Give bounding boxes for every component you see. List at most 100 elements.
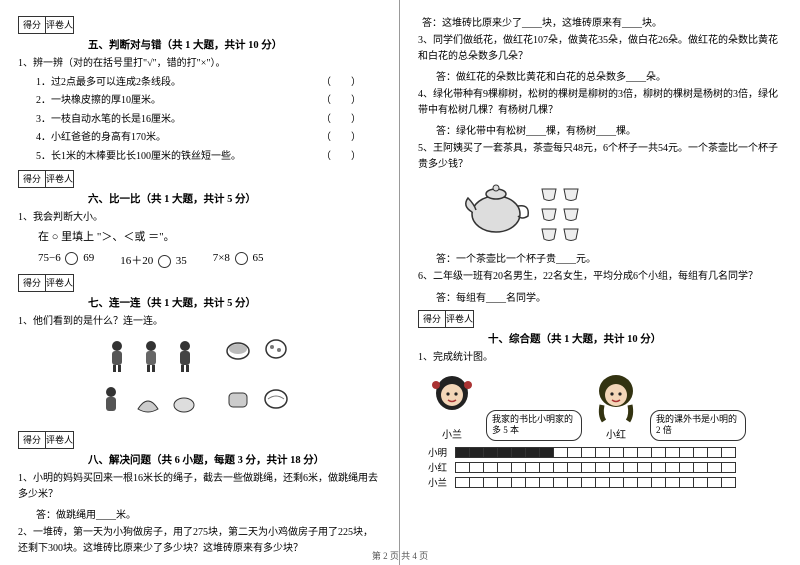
chart-cell bbox=[707, 477, 722, 488]
bar-chart: 小明小红小兰 bbox=[428, 445, 782, 489]
matching-image bbox=[95, 335, 305, 425]
s8-a3: 答：做红花的朵数比黄花和白花的总朵数多____朵。 bbox=[436, 68, 782, 83]
s10-lead: 1、完成统计图。 bbox=[418, 350, 782, 366]
section-10-title: 十、综合题（共 1 大题，共计 10 分） bbox=[418, 331, 782, 346]
s8-a1: 答：做跳绳用____米。 bbox=[36, 506, 381, 521]
s7-lead: 1、他们看到的是什么？连一连。 bbox=[18, 314, 381, 330]
chart-cell bbox=[525, 447, 540, 458]
score-label: 得分 bbox=[18, 16, 46, 34]
grader-label: 评卷人 bbox=[446, 310, 474, 328]
chart-cell bbox=[707, 462, 722, 473]
score-box-5: 得分 评卷人 bbox=[18, 16, 381, 34]
food-icon bbox=[263, 337, 289, 361]
chart-cell bbox=[693, 447, 708, 458]
score-box-7: 得分 评卷人 bbox=[18, 274, 381, 292]
chart-cell bbox=[525, 462, 540, 473]
girl-2-name: 小红 bbox=[592, 426, 640, 441]
cmp-1b: 69 bbox=[83, 252, 94, 264]
paren: （ ） bbox=[321, 75, 361, 91]
score-label: 得分 bbox=[18, 431, 46, 449]
chart-cell bbox=[707, 447, 722, 458]
left-column: 得分 评卷人 五、判断对与错（共 1 大题，共计 10 分） 1、辨一辨（对的在… bbox=[0, 0, 400, 565]
chart-cell bbox=[539, 462, 554, 473]
chart-cell bbox=[455, 447, 470, 458]
chart-cell bbox=[665, 462, 680, 473]
s8-q6: 6、二年级一班有20名男生，22名女生，平均分成6个小组，每组有几名同学？ bbox=[418, 269, 782, 285]
chart-row: 小红 bbox=[428, 460, 782, 474]
kid-icon bbox=[105, 339, 129, 373]
grader-label: 评卷人 bbox=[46, 274, 74, 292]
score-box-6: 得分 评卷人 bbox=[18, 170, 381, 188]
chart-cell bbox=[623, 462, 638, 473]
s6-lead: 1、我会判断大小。 bbox=[18, 210, 381, 226]
chart-cell bbox=[609, 462, 624, 473]
chart-cell bbox=[469, 462, 484, 473]
section-5-title: 五、判断对与错（共 1 大题，共计 10 分） bbox=[18, 37, 381, 52]
chart-cell bbox=[497, 447, 512, 458]
chart-cell bbox=[679, 462, 694, 473]
chart-cell bbox=[511, 462, 526, 473]
chart-cell bbox=[553, 462, 568, 473]
s6-compare-row: 75−6 69 16＋20 35 7×8 65 bbox=[18, 252, 381, 268]
chart-cell bbox=[721, 447, 736, 458]
chart-cell bbox=[567, 462, 582, 473]
s8-a6: 答：每组有____名同学。 bbox=[436, 289, 782, 304]
section-6-title: 六、比一比（共 1 大题，共计 5 分） bbox=[18, 191, 381, 206]
chart-cell bbox=[651, 477, 666, 488]
s5-lead: 1、辨一辨（对的在括号里打"√"，错的打"×"）。 bbox=[18, 56, 381, 72]
cup-icon bbox=[540, 186, 558, 202]
chart-cell bbox=[665, 447, 680, 458]
s8-q3: 3、同学们做纸花，做红花107朵，做黄花35朵，做白花26朵。做红花的朵数比黄花… bbox=[418, 33, 782, 64]
food-icon bbox=[171, 391, 197, 415]
chart-cell bbox=[483, 477, 498, 488]
s5-item-5-text: 5．长1米的木棒要比长100厘米的铁丝短一些。 bbox=[36, 149, 241, 165]
cmp-2b: 35 bbox=[176, 255, 187, 267]
food-icon bbox=[263, 387, 289, 411]
s8-q5: 5、王阿姨买了一套茶具，茶壶每只48元，6个杯子一共54元。一个茶壶比一个杯子贵… bbox=[418, 141, 782, 172]
chart-cell bbox=[637, 447, 652, 458]
grader-label: 评卷人 bbox=[46, 431, 74, 449]
chart-cell bbox=[623, 477, 638, 488]
chart-cells bbox=[456, 477, 736, 488]
chart-cell bbox=[511, 447, 526, 458]
cup-icon bbox=[562, 186, 580, 202]
page-footer: 第 2 页 共 4 页 bbox=[0, 549, 800, 562]
chart-cell bbox=[595, 447, 610, 458]
chart-cell bbox=[581, 477, 596, 488]
girl-icon bbox=[428, 371, 476, 423]
score-label: 得分 bbox=[18, 274, 46, 292]
chart-cell bbox=[721, 462, 736, 473]
chart-cell bbox=[581, 447, 596, 458]
chart-cell bbox=[637, 477, 652, 488]
chart-cell bbox=[581, 462, 596, 473]
chart-cell bbox=[511, 477, 526, 488]
chart-row-label: 小明 bbox=[428, 445, 456, 459]
bubble-2: 我的课外书是小明的 2 倍 bbox=[650, 410, 746, 441]
circle-icon bbox=[65, 252, 78, 265]
chart-cell bbox=[455, 477, 470, 488]
kid-icon bbox=[173, 339, 197, 373]
score-box-10: 得分 评卷人 bbox=[418, 310, 782, 328]
chart-cell bbox=[693, 462, 708, 473]
score-box-8: 得分 评卷人 bbox=[18, 431, 381, 449]
kid-icon bbox=[139, 339, 163, 373]
cmp-1a: 75−6 bbox=[38, 252, 61, 264]
girl-icon bbox=[592, 371, 640, 423]
chart-cell bbox=[651, 462, 666, 473]
s8-a4: 答：绿化带中有松树____棵，有杨树____棵。 bbox=[436, 122, 782, 137]
chart-cell bbox=[553, 477, 568, 488]
chart-cells bbox=[456, 462, 736, 473]
teapot-icon bbox=[458, 176, 608, 246]
bubble-1: 我家的书比小明家的多 5 本 bbox=[486, 410, 582, 441]
paren: （ ） bbox=[321, 112, 361, 128]
chart-cell bbox=[539, 477, 554, 488]
s5-item-4-text: 4．小红爸爸的身高有170米。 bbox=[36, 130, 166, 146]
girls-image: 小兰 我家的书比小明家的多 5 本 小红 我的课外书是小明的 2 倍 bbox=[428, 371, 782, 441]
s8-a2: 答：这堆砖比原来少了____块，这堆砖原来有____块。 bbox=[422, 14, 782, 29]
score-label: 得分 bbox=[418, 310, 446, 328]
chart-cell bbox=[539, 447, 554, 458]
cmp-3a: 7×8 bbox=[213, 252, 230, 264]
paren: （ ） bbox=[321, 130, 361, 146]
chart-row: 小兰 bbox=[428, 475, 782, 489]
chart-cell bbox=[567, 447, 582, 458]
